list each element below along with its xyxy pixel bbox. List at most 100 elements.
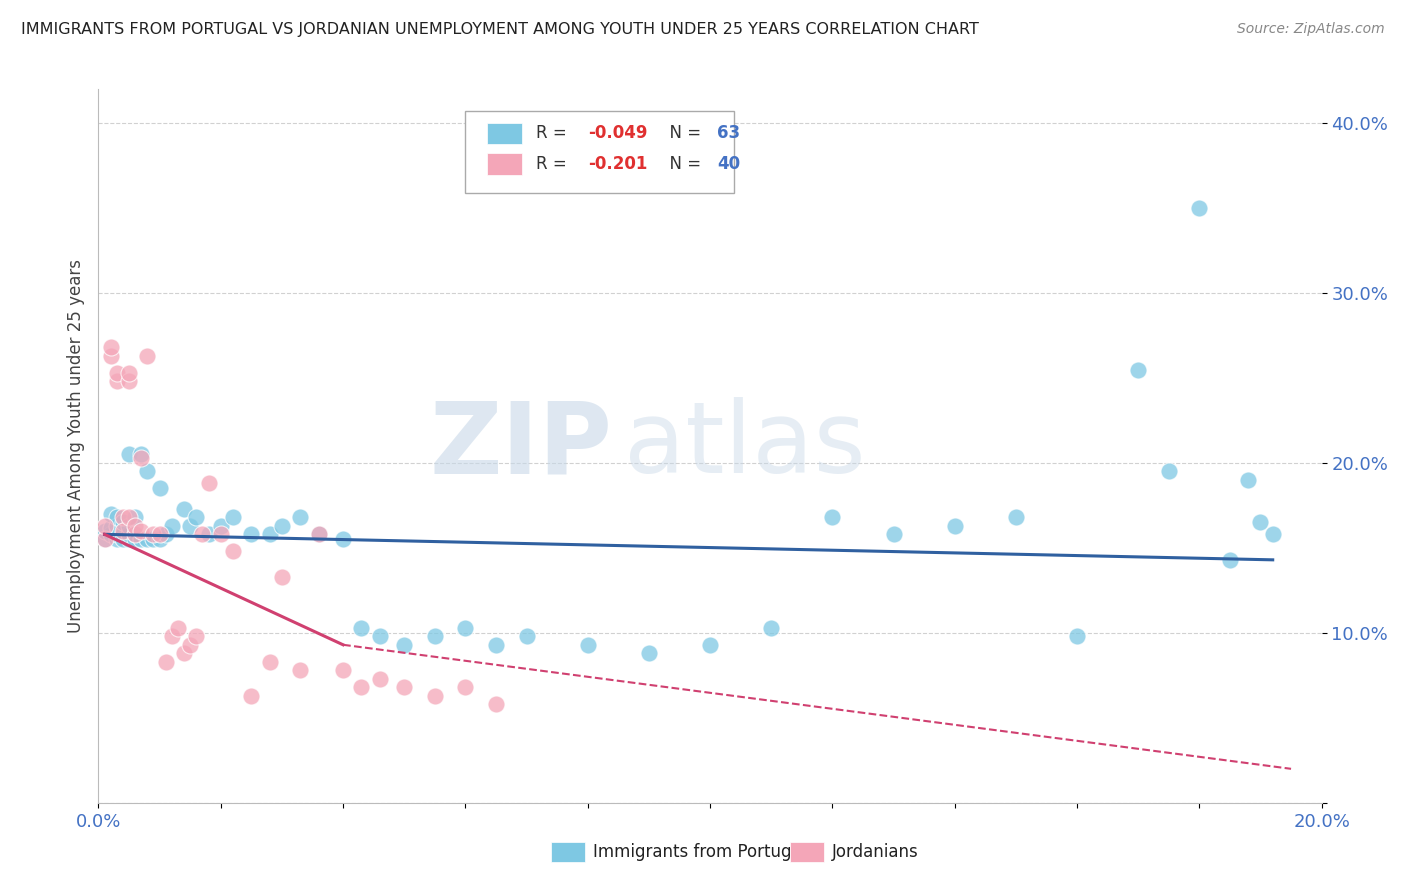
Point bbox=[637, 646, 661, 660]
Text: N =: N = bbox=[658, 125, 706, 143]
Text: ZIP: ZIP bbox=[429, 398, 612, 494]
Point bbox=[149, 527, 172, 541]
Text: atlas: atlas bbox=[624, 398, 866, 494]
FancyBboxPatch shape bbox=[790, 842, 824, 862]
Point bbox=[186, 510, 208, 524]
Point bbox=[149, 533, 172, 547]
Point bbox=[186, 629, 208, 643]
Point bbox=[136, 465, 159, 479]
Text: IMMIGRANTS FROM PORTUGAL VS JORDANIAN UNEMPLOYMENT AMONG YOUTH UNDER 25 YEARS CO: IMMIGRANTS FROM PORTUGAL VS JORDANIAN UN… bbox=[21, 22, 979, 37]
Point bbox=[191, 527, 214, 541]
Point bbox=[124, 519, 146, 533]
Text: Source: ZipAtlas.com: Source: ZipAtlas.com bbox=[1237, 22, 1385, 37]
Text: -0.201: -0.201 bbox=[588, 155, 647, 173]
Point bbox=[105, 510, 128, 524]
Text: R =: R = bbox=[536, 155, 572, 173]
Point bbox=[118, 366, 141, 380]
Point bbox=[118, 533, 141, 547]
Point bbox=[136, 349, 159, 363]
Text: -0.049: -0.049 bbox=[588, 125, 647, 143]
Point bbox=[105, 519, 128, 533]
Text: R =: R = bbox=[536, 125, 572, 143]
Point bbox=[197, 527, 219, 541]
Point bbox=[118, 375, 141, 389]
Point bbox=[209, 527, 232, 541]
Point bbox=[454, 621, 477, 635]
Point bbox=[290, 510, 312, 524]
Point bbox=[93, 524, 115, 538]
Text: N =: N = bbox=[658, 155, 706, 173]
Point bbox=[124, 533, 146, 547]
Point bbox=[93, 533, 115, 547]
Point bbox=[111, 533, 134, 547]
Point bbox=[155, 527, 177, 541]
Point bbox=[270, 519, 292, 533]
Point bbox=[821, 510, 844, 524]
Point bbox=[160, 519, 183, 533]
Point bbox=[100, 341, 122, 355]
Point bbox=[124, 527, 146, 541]
Point bbox=[222, 544, 245, 558]
Point bbox=[111, 527, 134, 541]
Point bbox=[149, 482, 172, 496]
Point bbox=[105, 533, 128, 547]
Point bbox=[111, 510, 134, 524]
Point bbox=[350, 680, 373, 694]
Point bbox=[699, 638, 721, 652]
Point bbox=[1157, 465, 1180, 479]
Point bbox=[105, 527, 128, 541]
Point bbox=[485, 638, 508, 652]
Point bbox=[142, 533, 165, 547]
Point bbox=[368, 672, 391, 686]
Point bbox=[173, 501, 195, 516]
Point bbox=[209, 519, 232, 533]
Point bbox=[105, 375, 128, 389]
Point bbox=[124, 510, 146, 524]
Point bbox=[118, 519, 141, 533]
Point bbox=[173, 646, 195, 660]
Point bbox=[392, 680, 416, 694]
Text: Immigrants from Portugal: Immigrants from Portugal bbox=[592, 843, 806, 861]
Point bbox=[100, 349, 122, 363]
Point bbox=[368, 629, 391, 643]
Point bbox=[129, 524, 152, 538]
Text: 63: 63 bbox=[717, 125, 741, 143]
Point bbox=[179, 638, 201, 652]
Point bbox=[1249, 516, 1271, 530]
Point bbox=[576, 638, 599, 652]
Point bbox=[270, 570, 292, 584]
Text: 40: 40 bbox=[717, 155, 741, 173]
Point bbox=[240, 527, 263, 541]
Text: Jordanians: Jordanians bbox=[832, 843, 920, 861]
Point bbox=[100, 527, 122, 541]
Point bbox=[259, 527, 281, 541]
Point bbox=[1066, 629, 1088, 643]
Point bbox=[943, 519, 966, 533]
Point bbox=[179, 519, 201, 533]
Point bbox=[485, 698, 508, 712]
Point bbox=[100, 507, 122, 521]
Point bbox=[332, 663, 354, 677]
Point bbox=[454, 680, 477, 694]
Y-axis label: Unemployment Among Youth under 25 years: Unemployment Among Youth under 25 years bbox=[66, 259, 84, 633]
Point bbox=[155, 655, 177, 669]
Point bbox=[240, 689, 263, 703]
Point bbox=[423, 629, 446, 643]
Point bbox=[160, 629, 183, 643]
Point bbox=[308, 527, 330, 541]
Point bbox=[1004, 510, 1026, 524]
Point bbox=[118, 448, 141, 462]
Point bbox=[93, 533, 115, 547]
Point bbox=[118, 510, 141, 524]
Point bbox=[129, 450, 152, 465]
Point bbox=[1188, 201, 1211, 215]
FancyBboxPatch shape bbox=[488, 123, 522, 145]
Point bbox=[350, 621, 373, 635]
Point bbox=[136, 533, 159, 547]
FancyBboxPatch shape bbox=[488, 153, 522, 175]
Point bbox=[100, 520, 122, 534]
Point bbox=[1219, 553, 1241, 567]
Point bbox=[111, 524, 134, 538]
Point bbox=[129, 533, 152, 547]
Point bbox=[124, 527, 146, 541]
